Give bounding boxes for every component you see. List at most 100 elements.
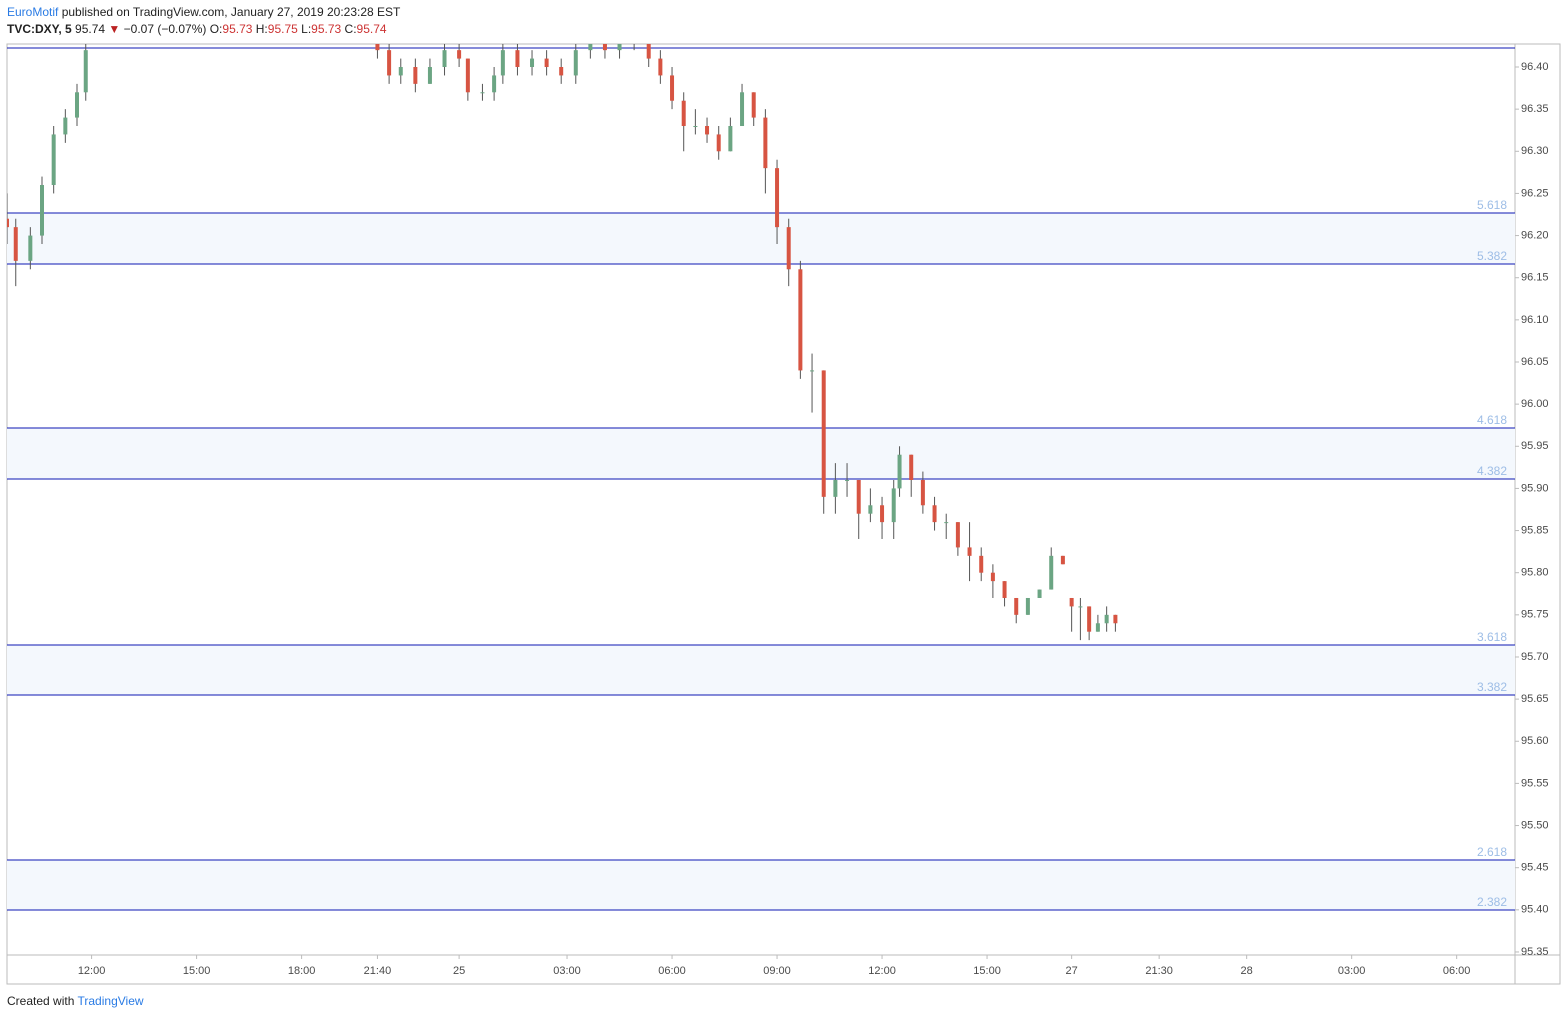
candle-body — [751, 92, 756, 118]
l-label: L: — [301, 22, 312, 36]
y-tick-label: 95.85 — [1521, 524, 1549, 536]
candle-body — [515, 50, 520, 68]
fib-zone — [7, 860, 1515, 910]
y-tick-label: 95.80 — [1521, 567, 1549, 579]
x-tick-label: 03:00 — [553, 965, 581, 977]
y-tick-label: 96.00 — [1521, 398, 1549, 410]
author[interactable]: EuroMotif — [7, 5, 59, 19]
x-tick-label: 15:00 — [183, 965, 211, 977]
chart: 6.382 5.618 5.382 4.618 4.382 3.618 3.382 2.618… — [6, 42, 1561, 985]
candle-body — [1002, 581, 1007, 598]
x-tick-label: 15:00 — [973, 965, 1001, 977]
published: published on TradingView.com, January 27… — [61, 5, 401, 19]
candle-body — [646, 44, 651, 59]
arrow: ▼ — [108, 22, 121, 36]
candle-body — [868, 505, 873, 514]
candle-body — [728, 126, 733, 152]
last: 95.74 — [75, 22, 106, 36]
candle-body — [1087, 606, 1092, 632]
y-tick-label: 95.60 — [1521, 735, 1549, 747]
candle-body — [979, 555, 984, 573]
candle-body — [387, 50, 392, 76]
fib-zone — [7, 645, 1515, 695]
candle-body — [51, 134, 56, 186]
candle-body — [588, 44, 593, 51]
candle-body — [398, 67, 403, 76]
x-tick-label: 21:40 — [364, 965, 392, 977]
symbol: TVC:DXY, 5 — [7, 22, 72, 36]
candle-body — [955, 522, 960, 548]
candle-body — [880, 505, 885, 523]
candle-body — [1069, 597, 1074, 607]
frame — [6, 43, 1561, 985]
x-tick-label: 12:00 — [868, 965, 896, 977]
candle-body — [1037, 589, 1042, 598]
brand[interactable]: TradingView — [77, 994, 144, 1008]
candle-body — [821, 370, 826, 497]
x-tick-label: 12:00 — [78, 965, 106, 977]
fib-label: 2.382 — [1477, 895, 1507, 909]
y-tick-label: 96.20 — [1521, 229, 1549, 241]
candle-body — [810, 370, 815, 372]
legend-line: TVC:DXY, 5 95.74 ▼ −0.07 (−0.07%) O:95.7… — [7, 22, 387, 36]
y-tick-label: 95.55 — [1521, 777, 1549, 789]
candle-body — [83, 50, 88, 93]
candle-body — [693, 126, 698, 128]
candle-body — [573, 50, 578, 76]
candle-body — [1095, 623, 1100, 632]
candle-body — [427, 67, 432, 84]
candle-body — [544, 58, 549, 68]
y-tick-label: 96.10 — [1521, 314, 1549, 326]
candle-body — [7, 218, 9, 228]
candle-body — [845, 479, 850, 481]
candle-body — [500, 50, 505, 76]
candle-body — [932, 505, 937, 523]
fib-label: 3.618 — [1477, 630, 1507, 644]
candle-body — [602, 44, 607, 51]
candle-body — [465, 58, 470, 93]
candle-body — [775, 168, 780, 228]
candle-body — [457, 50, 462, 59]
candle-body — [740, 92, 745, 127]
candle-body — [1025, 597, 1030, 615]
c-label: C: — [344, 22, 357, 36]
candle-body — [375, 44, 380, 51]
candle-body — [891, 488, 896, 523]
candle-body — [716, 134, 721, 152]
candle-body — [1113, 614, 1118, 624]
candle-body — [786, 227, 791, 270]
candle-body — [681, 100, 686, 127]
y-tick-label: 95.50 — [1521, 819, 1549, 831]
candle-body — [856, 479, 861, 514]
candle-body — [670, 75, 675, 101]
y-tick-label: 96.30 — [1521, 145, 1549, 157]
candle-body — [1014, 597, 1019, 615]
h-label: H: — [255, 22, 268, 36]
candle-body — [632, 42, 636, 43]
candle-body — [63, 117, 68, 135]
x-tick-label: 25 — [453, 965, 465, 977]
x-tick-label: 21:30 — [1145, 965, 1173, 977]
candle-body — [13, 227, 18, 261]
candle-body — [442, 50, 447, 68]
h: 95.75 — [267, 22, 298, 36]
y-tick-label: 95.70 — [1521, 651, 1549, 663]
candle-body — [28, 235, 33, 261]
fib-label: 2.618 — [1477, 845, 1507, 859]
x-tick-label: 06:00 — [1443, 965, 1471, 977]
candle-body — [1049, 555, 1054, 590]
y-tick-label: 96.15 — [1521, 272, 1549, 284]
candle-body — [763, 117, 768, 169]
candle-body — [909, 454, 914, 480]
candle-body — [705, 126, 710, 135]
candle-body — [944, 522, 949, 524]
c: 95.74 — [356, 22, 387, 36]
o: 95.73 — [222, 22, 253, 36]
x-tick-label: 03:00 — [1338, 965, 1366, 977]
footer: Created with TradingView — [7, 994, 144, 1008]
x-tick-label: 18:00 — [288, 965, 316, 977]
candle-body — [530, 58, 535, 68]
y-tick-label: 95.45 — [1521, 862, 1549, 874]
y-tick-label: 96.25 — [1521, 187, 1549, 199]
